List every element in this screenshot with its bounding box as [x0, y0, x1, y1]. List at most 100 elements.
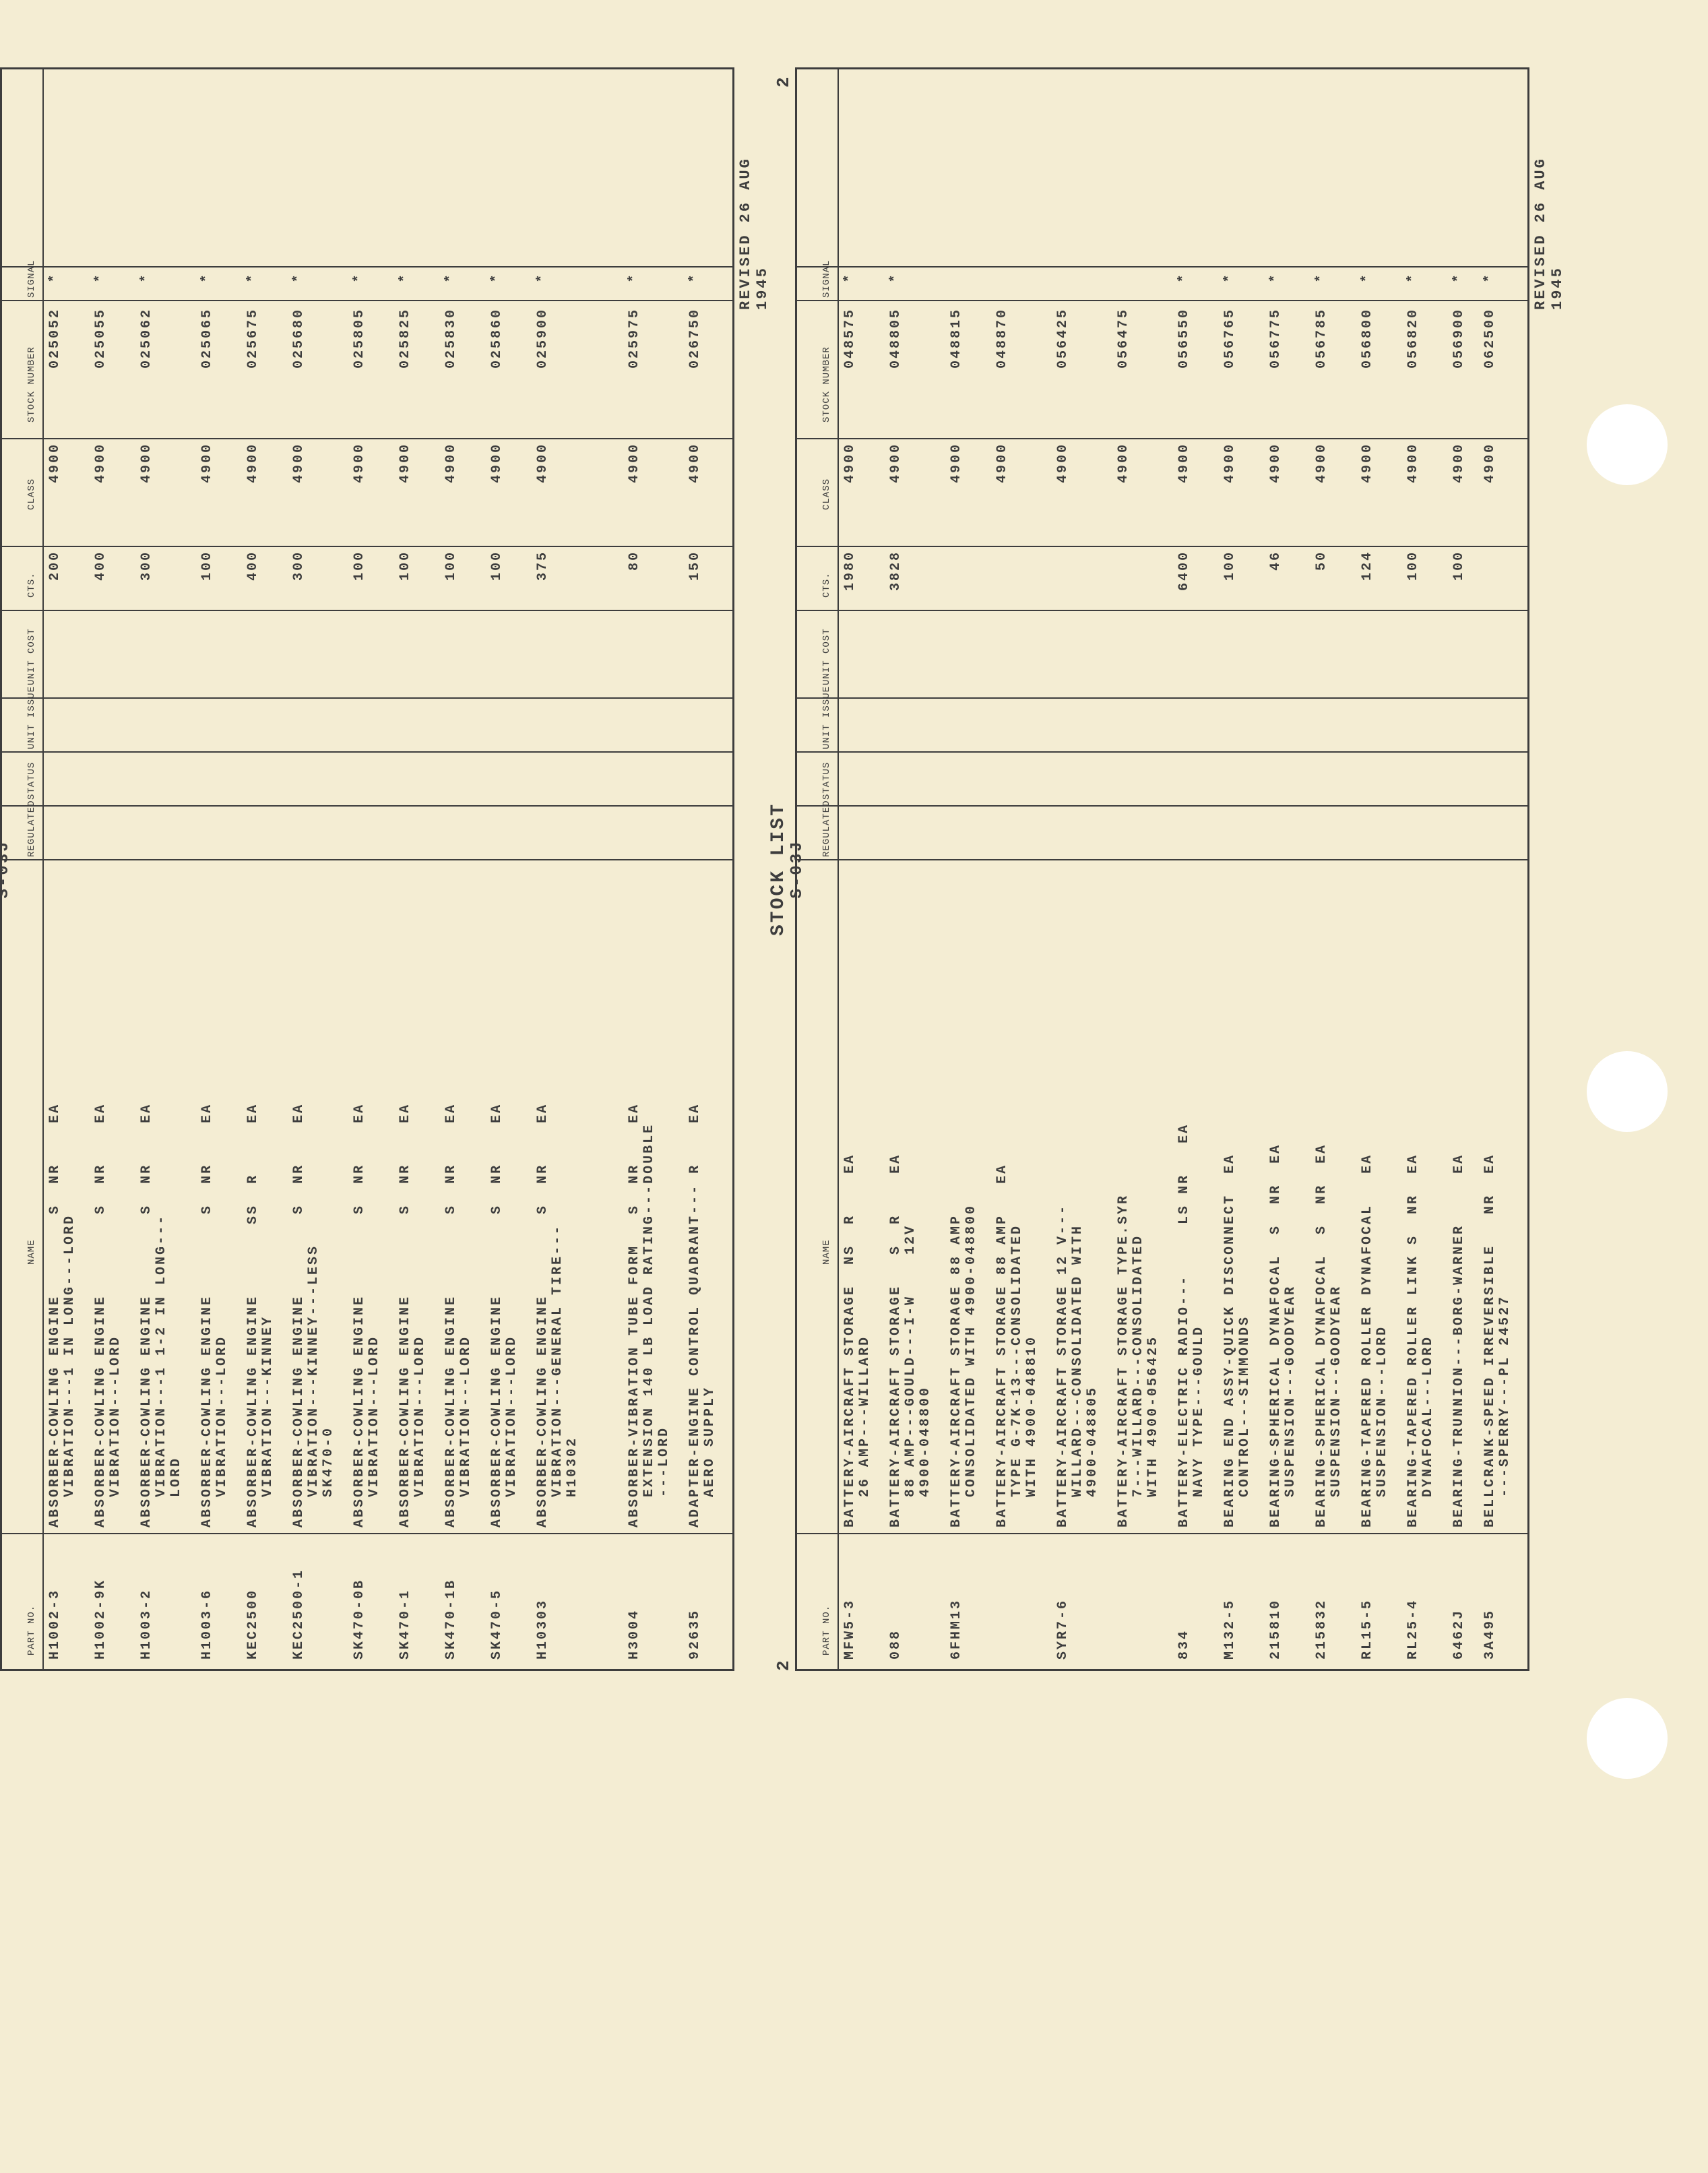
cell-signal: *: [1269, 267, 1284, 288]
cell-name: ABSORBER-COWLING ENGINE S NR EA VIBRATIO…: [139, 860, 184, 1528]
table-header: PART NO.NAMEREGULATEDSTATUSUNIT ISSUEUNI…: [797, 69, 839, 1669]
cell-stock: 056775: [1269, 308, 1284, 429]
cell-name: BATTERY-AIRCRAFT STORAGE 88 AMP EA TYPE …: [995, 860, 1040, 1528]
cell-signal: *: [536, 267, 550, 288]
cell-cts: 400: [246, 550, 261, 604]
punch-hole: [1587, 1698, 1668, 1779]
cell-cts: 375: [536, 550, 550, 604]
cell-cts: 300: [292, 550, 307, 604]
table-row: SK470-5ABSORBER-COWLING ENGINE S NR EA V…: [490, 69, 536, 1669]
cell-stock: 026750: [688, 308, 703, 429]
revised-stamp: REVISED 26 AUG 1945: [1532, 115, 1566, 310]
cell-part: 834: [1177, 1538, 1192, 1660]
cell-stock: 056425: [1056, 308, 1071, 429]
cell-name: ADAPTER-ENGINE CONTROL QUADRANT--- R EA …: [688, 860, 718, 1528]
cell-name: ABSORBER-COWLING ENGINE S NR EA VIBRATIO…: [94, 860, 123, 1528]
cell-cts: 300: [139, 550, 154, 604]
cell-part: RL15-5: [1360, 1538, 1375, 1660]
col-stat: STATUS: [821, 762, 832, 800]
cell-signal: *: [292, 267, 307, 288]
cell-signal: *: [139, 267, 154, 288]
cell-name: ABSORBER-VIBRATION TUBE FORM S NR EA EXT…: [627, 860, 672, 1528]
cell-stock: 025830: [444, 308, 459, 429]
cell-cts: 46: [1269, 550, 1284, 604]
cell-cts: 100: [352, 550, 367, 604]
cell-name: BATTERY-AIRCRAFT STORAGE 12 V--- WILLARD…: [1056, 860, 1100, 1528]
col-cts: CTS.: [26, 572, 37, 598]
table-row: 834 BATTERY-ELECTRIC RADIO--- LS NR EA NA…: [1177, 69, 1223, 1669]
cell-part: 92635: [688, 1538, 703, 1660]
cell-signal: *: [688, 267, 703, 288]
table-row: 215810 BEARING-SPHERICAL DYNAFOCAL S NR E…: [1269, 69, 1315, 1669]
cell-name: BATTERY-AIRCRAFT STORAGE NS R EA 26 AMP-…: [843, 860, 873, 1528]
cell-name: ABSORBER-COWLING ENGINE S NR EA VIBRATIO…: [444, 860, 474, 1528]
cell-class: 4900: [949, 443, 964, 524]
cell-signal: *: [398, 267, 413, 288]
cell-cts: 100: [444, 550, 459, 604]
cell-name: BATTERY-ELECTRIC RADIO--- LS NR EA NAVY …: [1177, 860, 1207, 1528]
cell-part: H3004: [627, 1538, 642, 1660]
cell-cts: 100: [490, 550, 505, 604]
table-body: MFW5-3 BATTERY-AIRCRAFT STORAGE NS R EA 2…: [839, 69, 1527, 1669]
table-row: H10303ABSORBER-COWLING ENGINE S NR EA VI…: [536, 69, 596, 1669]
cell-cts: 100: [1406, 550, 1421, 604]
scanned-sheet: 1 1 STOCK LIST S-03J PART NO.NAMEREGULAT…: [0, 0, 1708, 2173]
cell-stock: 056820: [1406, 308, 1421, 429]
rotated-content: 1 1 STOCK LIST S-03J PART NO.NAMEREGULAT…: [47, 115, 1651, 1624]
cell-signal: *: [1223, 267, 1238, 288]
cell-cts: 100: [1223, 550, 1238, 604]
table-row: 92635 ADAPTER-ENGINE CONTROL QUADRANT--- …: [688, 69, 732, 1669]
cell-cts: 200: [48, 550, 63, 604]
cell-part: H1002-9K: [94, 1538, 108, 1660]
col-reg: REGULATED: [26, 800, 37, 857]
cell-class: 4900: [1483, 443, 1498, 524]
page-corner-num: 2: [773, 1658, 794, 1671]
cell-name: ABSORBER-COWLING ENGINE S NR EA VIBRATIO…: [200, 860, 230, 1528]
cell-part: 215832: [1315, 1538, 1329, 1660]
col-reg: REGULATED: [821, 800, 832, 857]
cell-class: 4900: [536, 443, 550, 524]
cell-stock: 025062: [139, 308, 154, 429]
col-stk: STOCK NUMBER: [26, 346, 37, 422]
cell-part: 215810: [1269, 1538, 1284, 1660]
cell-stock: 056900: [1452, 308, 1467, 429]
cell-class: 4900: [1177, 443, 1192, 524]
cell-part: MFW5-3: [843, 1538, 858, 1660]
cell-name: BEARING-SPHERICAL DYNAFOCAL S NR EA SUSP…: [1269, 860, 1298, 1528]
col-stat: STATUS: [26, 762, 37, 800]
table-row: 3A495BELLCRANK-SPEED IRREVERSIBLE NR EA …: [1483, 69, 1527, 1669]
cell-stock: 025975: [627, 308, 642, 429]
cell-name: BELLCRANK-SPEED IRREVERSIBLE NR EA ---SP…: [1483, 860, 1513, 1528]
cell-class: 4900: [1056, 443, 1071, 524]
cell-part: H1002-3: [48, 1538, 63, 1660]
table-row: BATTERY-AIRCRAFT STORAGE 88 AMP EA TYPE …: [995, 69, 1056, 1669]
cell-signal: *: [1315, 267, 1329, 288]
cell-class: 4900: [352, 443, 367, 524]
cell-part: H10303: [536, 1538, 550, 1660]
cell-class: 4900: [398, 443, 413, 524]
cell-stock: 025900: [536, 308, 550, 429]
cell-stock: 056785: [1315, 308, 1329, 429]
cell-name: BEARING-SPHERICAL DYNAFOCAL S NR EA SUSP…: [1315, 860, 1344, 1528]
cell-part: M132-5: [1223, 1538, 1238, 1660]
cell-part: SK470-1B: [444, 1538, 459, 1660]
table-row: [596, 69, 627, 1669]
cell-class: 4900: [490, 443, 505, 524]
cell-part: SK470-5: [490, 1538, 505, 1660]
cell-class: 4900: [1269, 443, 1284, 524]
table-row: KEC2500-1ABSORBER-COWLING ENGINE S NR EA…: [292, 69, 352, 1669]
table-row: H1002-3ABSORBER-COWLING ENGINE S NR EA V…: [48, 69, 94, 1669]
table-row: RL15-5BEARING-TAPERED ROLLER DYNAFOCAL E…: [1360, 69, 1406, 1669]
cell-class: 4900: [1452, 443, 1467, 524]
table-row: H1002-9K ABSORBER-COWLING ENGINE S NR EA …: [94, 69, 139, 1669]
cell-class: 4900: [843, 443, 858, 524]
cell-stock: 025675: [246, 308, 261, 429]
cell-signal: *: [843, 267, 858, 288]
cell-part: SK470-0B: [352, 1538, 367, 1660]
cell-part: 088: [889, 1538, 904, 1660]
table-row: SK470-1B ABSORBER-COWLING ENGINE S NR EA …: [444, 69, 490, 1669]
cell-part: KEC2500: [246, 1538, 261, 1660]
cell-name: ABSORBER-COWLING ENGINE S NR EA VIBRATIO…: [352, 860, 382, 1528]
cell-class: 4900: [889, 443, 904, 524]
col-unit: UNIT ISSUE: [821, 686, 832, 749]
